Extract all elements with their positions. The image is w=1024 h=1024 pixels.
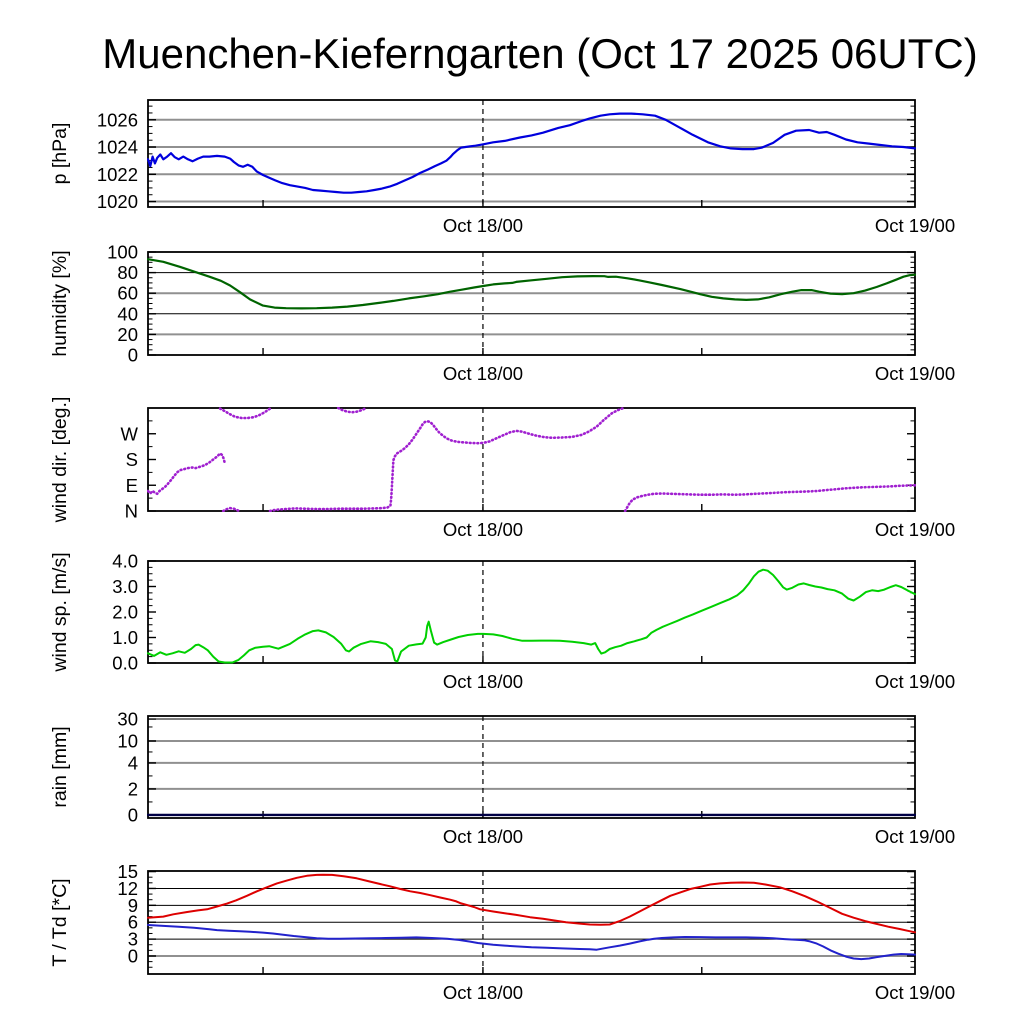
y-tick-label-pressure: 1024: [97, 137, 138, 158]
y-tick-label-wind-speed: 1.0: [112, 627, 138, 648]
pressure-line: [147, 112, 916, 194]
wind-dir-line: [218, 407, 273, 420]
y-tick-label-rain: 30: [117, 709, 138, 730]
y-axis-title-humidity: humidity [%]: [49, 250, 71, 356]
x-axis-label: Oct 19/00: [875, 826, 955, 847]
y-tick-label-temperature: 0: [128, 945, 138, 966]
x-axis-label: Oct 19/00: [875, 982, 955, 1003]
wind-speed-line: [147, 568, 916, 664]
panel-frame: [147, 99, 916, 208]
y-tick-label-pressure: 1020: [97, 191, 138, 212]
y-tick-label-humidity: 40: [117, 303, 138, 324]
y-tick-label-wind-dir: S: [126, 449, 138, 470]
y-tick-label-wind-speed: 3.0: [112, 576, 138, 597]
y-tick-label-temperature: 9: [128, 895, 138, 916]
y-tick-label-temperature: 6: [128, 912, 138, 933]
wind-dir-line: [221, 506, 241, 512]
y-tick-label-wind-speed: 4.0: [112, 551, 138, 572]
x-axis-label: Oct 19/00: [875, 363, 955, 384]
y-tick-label-rain: 2: [128, 778, 138, 799]
y-tick-label-wind-dir: N: [125, 501, 138, 522]
panel-wind-speed: 4.0 3.0 2.0 1.0 0.0 Oct 18/00 Oct 19/00 wind sp…: [49, 551, 955, 693]
panel-frame: [147, 560, 916, 664]
x-axis-label: Oct 18/00: [443, 671, 523, 692]
wind-dir-line: [268, 407, 625, 512]
y-tick-label-temperature: 3: [128, 929, 138, 950]
y-tick-label-wind-dir: W: [121, 423, 139, 444]
y-tick-label-pressure: 1022: [97, 164, 138, 185]
y-tick-label-wind-speed: 0.0: [112, 653, 138, 674]
panel-frame: [147, 251, 916, 356]
x-axis-label: Oct 19/00: [875, 215, 955, 236]
x-axis-label: Oct 19/00: [875, 671, 955, 692]
y-axis-title-pressure: p [hPa]: [49, 123, 71, 185]
y-axis-title-wind-speed: wind sp. [m/s]: [49, 552, 71, 672]
y-axis-title-rain: rain [mm]: [49, 726, 71, 807]
y-tick-label-humidity: 20: [117, 324, 138, 345]
y-tick-label-temperature: 12: [117, 878, 138, 899]
page-title: Muenchen-Kieferngarten (Oct 17 2025 06UT…: [102, 30, 978, 77]
x-axis-label: Oct 18/00: [443, 826, 523, 847]
y-tick-label-humidity: 0: [128, 345, 138, 366]
panel-frame: [147, 870, 916, 975]
y-tick-label-wind-speed: 2.0: [112, 602, 138, 623]
x-axis-label: Oct 18/00: [443, 363, 523, 384]
wind-dir-line: [336, 407, 367, 414]
panel-pressure: 1026 1024 1022 1020 Oct 18/00 Oct 19/00 p [hPa…: [49, 99, 955, 236]
y-tick-label-wind-dir: E: [126, 475, 138, 496]
y-tick-label-rain: 4: [128, 752, 138, 773]
x-axis-label: Oct 18/00: [443, 215, 523, 236]
temperature-line: [147, 873, 916, 934]
panel-frame: [147, 715, 916, 819]
y-tick-label-pressure: 1026: [97, 109, 138, 130]
wind-dir-line: [623, 484, 916, 512]
y-tick-label-rain: 10: [117, 730, 138, 751]
y-tick-label-rain: 0: [128, 804, 138, 825]
y-axis-title-temperature: T / Td [*C]: [49, 878, 71, 966]
x-axis-label: Oct 18/00: [443, 982, 523, 1003]
y-axis-title-wind-dir: wind dir. [deg.]: [49, 397, 71, 524]
y-tick-label-humidity: 100: [107, 242, 138, 263]
dewpoint-line: [147, 924, 916, 961]
humidity-line: [147, 258, 916, 310]
y-tick-label-humidity: 60: [117, 283, 138, 304]
x-axis-label: Oct 18/00: [443, 519, 523, 540]
x-axis-label: Oct 19/00: [875, 519, 955, 540]
panel-frame: [147, 407, 916, 512]
y-tick-label-temperature: 15: [117, 861, 138, 882]
y-tick-label-humidity: 80: [117, 262, 138, 283]
wind-dir-line: [147, 452, 226, 496]
